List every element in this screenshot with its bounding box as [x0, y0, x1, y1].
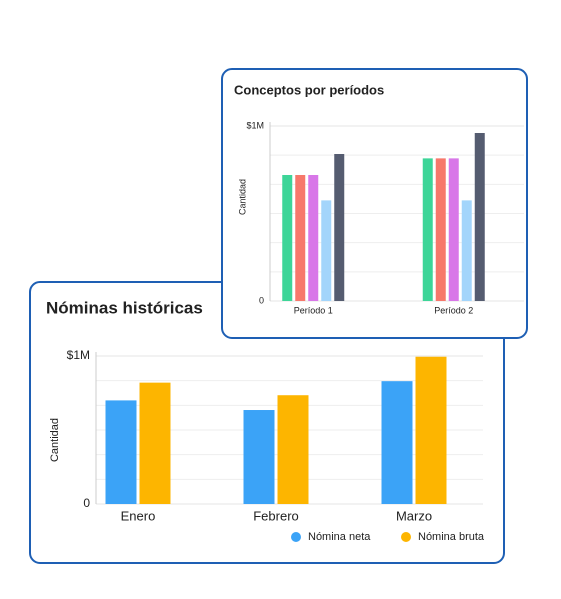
y-tick-label: 0: [259, 295, 264, 305]
x-tick-label: Período 2: [434, 305, 473, 315]
bar: [381, 381, 413, 504]
bar: [448, 158, 459, 301]
x-tick-label: Marzo: [396, 508, 432, 523]
bar: [474, 133, 485, 301]
bar: [334, 154, 345, 301]
legend-label: Nómina neta: [308, 531, 371, 543]
chart-title: Nóminas históricas: [46, 298, 203, 317]
bar: [105, 400, 137, 504]
axis-title: Cantidad: [49, 418, 61, 462]
bar: [435, 158, 446, 301]
bar: [461, 200, 472, 301]
legend-swatch: [291, 532, 301, 542]
bar: [415, 356, 447, 504]
bar: [321, 200, 332, 301]
bar: [282, 175, 293, 301]
legend-label: Nómina bruta: [418, 531, 485, 543]
bar: [277, 395, 309, 504]
bar: [308, 175, 319, 301]
bar: [139, 382, 171, 504]
bar: [295, 175, 306, 301]
legend-swatch: [401, 532, 411, 542]
y-tick-label: $1M: [67, 348, 90, 362]
chart: Nóminas históricas Cantidad 0 $1M Enero Febre…: [46, 298, 485, 542]
chart-title: Conceptos por períodos: [234, 82, 384, 97]
y-tick-label: 0: [83, 496, 90, 510]
x-tick-label: Enero: [121, 508, 156, 523]
bar: [422, 158, 433, 301]
y-tick-label: $1M: [246, 120, 264, 130]
x-tick-label: Febrero: [253, 508, 299, 523]
chart: Conceptos por períodos Cantidad 0 $1M Períod…: [234, 82, 524, 315]
x-tick-label: Período 1: [294, 305, 333, 315]
axis-title: Cantidad: [237, 179, 247, 215]
bar: [243, 410, 275, 504]
